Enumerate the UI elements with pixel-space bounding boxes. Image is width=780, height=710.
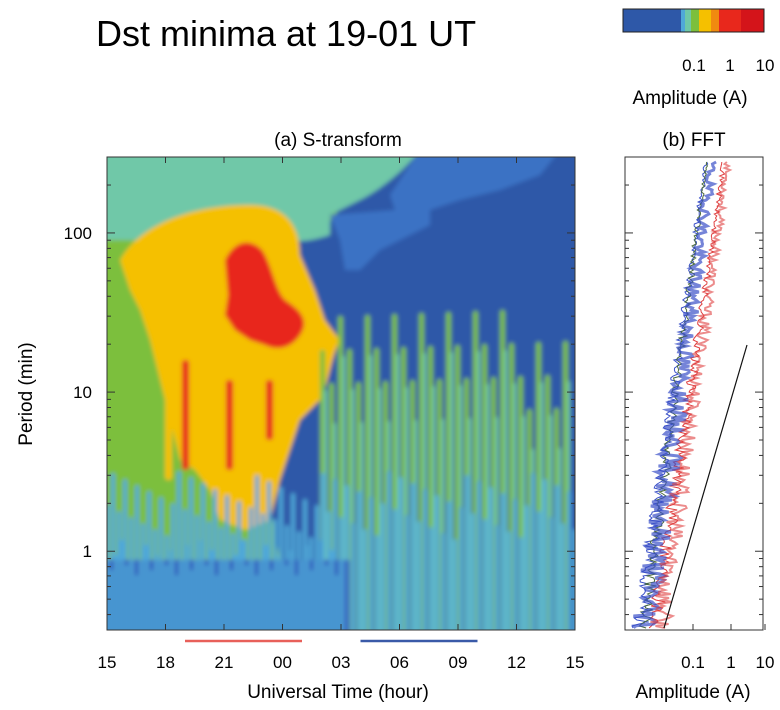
y-axis-label: Period (min) bbox=[16, 342, 37, 445]
panel-a-axes: 15 18 21 00 03 06 09 12 15 1 10 100 bbox=[64, 156, 585, 672]
colorbar-swatch-4 bbox=[699, 9, 711, 32]
colorbar-tick-1: 1 bbox=[725, 56, 734, 75]
x-tick-label: 15 bbox=[98, 653, 117, 672]
colorbar: 0.1 1 10 Amplitude (A) bbox=[622, 8, 775, 109]
x-tick-label: 21 bbox=[215, 653, 234, 672]
panel-b-frame bbox=[624, 156, 764, 631]
colorbar-swatch-6 bbox=[719, 9, 741, 32]
y-tick-label: 10 bbox=[73, 383, 92, 402]
x-tick-label: 03 bbox=[332, 653, 351, 672]
colorbar-frame bbox=[622, 8, 765, 33]
colorbar-tick-2: 10 bbox=[756, 56, 775, 75]
fft-reference-slope bbox=[663, 344, 748, 629]
colorbar-swatch-1 bbox=[681, 9, 685, 32]
panel-s-transform: (a) S-transform 15 18 21 00 03 06 09 12 15 1 10 100… bbox=[16, 130, 585, 703]
colorbar-tick-0: 0.1 bbox=[682, 56, 706, 75]
fft-x-tick-label: 0.1 bbox=[681, 653, 705, 672]
panel-a-title: (a) S-transform bbox=[274, 130, 402, 151]
fft-spectra bbox=[631, 160, 748, 629]
fft-x-tick-label: 1 bbox=[726, 653, 735, 672]
colorbar-swatch-2 bbox=[685, 9, 691, 32]
x-tick-label: 15 bbox=[566, 653, 585, 672]
x-axis-label: Universal Time (hour) bbox=[247, 682, 429, 703]
fft-x-tick-label: 10 bbox=[756, 653, 775, 672]
s-transform-heatmap bbox=[107, 157, 575, 630]
x-tick-label: 18 bbox=[156, 653, 175, 672]
x-tick-label: 09 bbox=[449, 653, 468, 672]
x-tick-label: 06 bbox=[390, 653, 409, 672]
fft-series-2-band bbox=[650, 161, 733, 629]
x-tick-label: 12 bbox=[507, 653, 526, 672]
colorbar-swatches bbox=[623, 9, 764, 32]
colorbar-swatch-0 bbox=[623, 9, 681, 32]
colorbar-swatch-7 bbox=[741, 9, 764, 32]
panel-fft: (b) FFT 0.1 1 10 Amplitude (A) bbox=[624, 130, 775, 703]
y-tick-label: 1 bbox=[83, 542, 92, 561]
y-tick-label: 100 bbox=[64, 224, 92, 243]
colorbar-label: Amplitude (A) bbox=[632, 88, 747, 109]
x-tick-label: 00 bbox=[273, 653, 292, 672]
colorbar-swatch-5 bbox=[711, 9, 719, 32]
colorbar-swatch-3 bbox=[691, 9, 699, 32]
panel-b-axes: 0.1 1 10 bbox=[625, 156, 775, 672]
panel-b-x-axis-label: Amplitude (A) bbox=[635, 682, 750, 703]
fft-series-0-band bbox=[631, 160, 718, 629]
panel-b-title: (b) FFT bbox=[662, 130, 726, 151]
figure-title: Dst minima at 19-01 UT bbox=[96, 13, 476, 54]
